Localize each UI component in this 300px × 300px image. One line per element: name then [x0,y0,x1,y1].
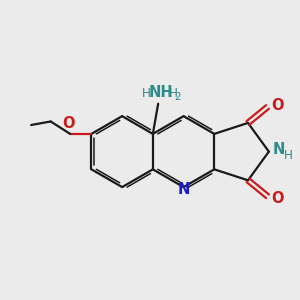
Text: 2: 2 [174,92,181,102]
Text: H: H [142,87,151,100]
Text: NH: NH [149,85,173,100]
Text: O: O [62,116,75,131]
Text: H: H [169,87,178,100]
Text: N: N [177,182,190,197]
Text: O: O [271,190,284,206]
Text: O: O [271,98,284,113]
Text: H: H [284,149,293,162]
Text: N: N [273,142,285,157]
